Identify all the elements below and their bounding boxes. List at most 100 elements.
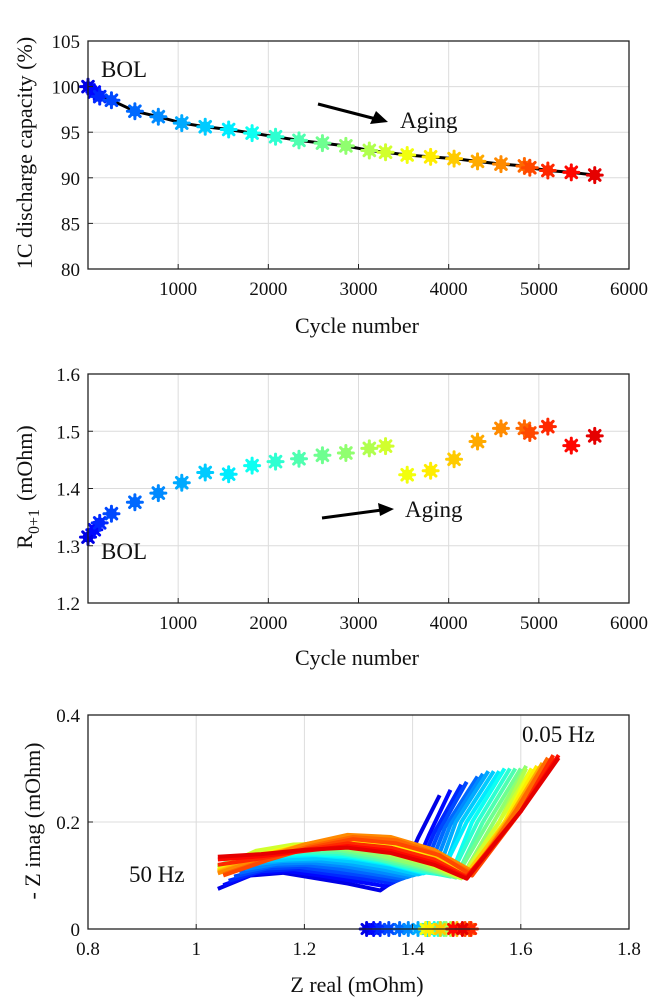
data-point xyxy=(491,419,510,438)
data-point xyxy=(336,136,355,155)
data-point xyxy=(538,417,557,436)
resistance-chart: 1000 2000 3000 4000 5000 60001.21.31.41.51.6 … xyxy=(12,365,648,670)
impedance-spectrum-line xyxy=(217,756,561,881)
marker-core xyxy=(542,165,554,176)
data-point xyxy=(336,444,355,463)
data-point xyxy=(172,114,191,133)
data-point xyxy=(196,463,215,482)
data-point xyxy=(266,127,285,146)
x-tick-label: 5000 xyxy=(520,613,558,634)
x-tick-label: 1000 xyxy=(159,279,197,300)
data-point xyxy=(289,449,308,468)
data-point xyxy=(125,493,144,512)
marker-core xyxy=(363,145,375,156)
marker-core xyxy=(106,94,117,106)
aging-annotation: Aging xyxy=(405,497,463,522)
marker-core xyxy=(448,453,460,465)
marker-core xyxy=(246,460,258,471)
marker-core xyxy=(129,496,141,508)
marker-core xyxy=(94,91,106,103)
marker-core xyxy=(425,151,437,163)
marker-core xyxy=(270,131,281,143)
marker-core xyxy=(380,440,391,452)
marker-core xyxy=(176,117,188,129)
x-tick-label: 5000 xyxy=(520,279,558,300)
x-tick-label: 1.6 xyxy=(509,939,533,960)
x-tick-label: 2000 xyxy=(249,279,287,300)
x-tick-label: 3000 xyxy=(340,279,378,300)
marker-core xyxy=(380,146,391,158)
data-point xyxy=(445,149,464,168)
x-tick-label: 1 xyxy=(191,939,201,960)
x-tick-label: 0.8 xyxy=(76,939,100,960)
x-tick-label: 6000 xyxy=(610,613,648,634)
data-point xyxy=(376,143,395,162)
impedance-spectrum-line xyxy=(228,783,464,885)
bol-annotation: BOL xyxy=(101,57,147,82)
marker-core xyxy=(472,436,483,447)
marker-core xyxy=(94,517,106,529)
data-point xyxy=(102,91,121,110)
marker-core xyxy=(176,477,188,489)
y-tick-label: 1.2 xyxy=(56,594,80,615)
data-point xyxy=(376,437,395,456)
data-point xyxy=(398,146,417,164)
y-tick-label: 0 xyxy=(71,920,81,941)
x-tick-label: 6000 xyxy=(610,279,648,300)
marker-core xyxy=(495,158,507,170)
low-frequency-annotation: 0.05 Hz xyxy=(522,722,595,747)
data-point xyxy=(196,117,215,136)
data-point xyxy=(313,446,332,465)
marker-core xyxy=(152,111,164,123)
marker-core xyxy=(199,467,211,478)
y-tick-label: 1.4 xyxy=(56,480,80,501)
data-point xyxy=(538,161,557,180)
data-point xyxy=(468,152,487,171)
marker-core xyxy=(448,153,460,165)
marker-core xyxy=(223,468,235,480)
y-axis-label: - Z imag (mOhm) xyxy=(20,742,45,899)
data-point xyxy=(149,107,168,126)
x-axis-label: Z real (mOhm) xyxy=(290,972,423,997)
data-point xyxy=(520,158,539,177)
marker-core xyxy=(524,427,536,439)
x-tick-label: 4000 xyxy=(430,613,468,634)
data-point xyxy=(243,124,262,143)
marker-core xyxy=(223,124,235,135)
x-tick-label: 3000 xyxy=(340,613,378,634)
y-axis-label-unit: (mOhm) xyxy=(12,425,37,501)
data-point xyxy=(585,166,604,185)
marker-core xyxy=(293,135,305,146)
x-axis-label: Cycle number xyxy=(295,313,420,338)
marker-core xyxy=(401,469,413,481)
data-point xyxy=(491,155,510,174)
impedance-chart: 0.8 1 1.2 1.4 1.6 1.8 0 0.2 0.4 Z real (mOhm) - … xyxy=(20,706,641,997)
y-tick-label: 105 xyxy=(52,32,81,53)
data-point xyxy=(90,513,109,532)
marker-core xyxy=(589,430,601,442)
data-point xyxy=(585,426,604,445)
capacity-chart: 1000 2000 3000 4000 5000 6000 80 85 90 95 100 105 C… xyxy=(12,32,648,338)
y-axis-label: 1C discharge capacity (%) xyxy=(12,37,37,269)
y-tick-label: 80 xyxy=(61,260,80,281)
data-point xyxy=(243,456,262,475)
x-tick-label: 1000 xyxy=(159,613,197,634)
marker-core xyxy=(524,162,536,174)
x-tick-label: 4000 xyxy=(430,279,468,300)
x-tick-label: 1.4 xyxy=(401,939,425,960)
impedance-spectrum-line xyxy=(233,780,469,883)
y-tick-label: 1.5 xyxy=(56,422,80,443)
svg-text:R0+1(mOhm): R0+1 (mOhm) xyxy=(12,425,43,548)
data-point xyxy=(562,436,581,455)
data-point xyxy=(289,131,308,150)
marker-core xyxy=(293,453,305,465)
data-point xyxy=(219,120,238,139)
data-point xyxy=(468,432,487,451)
data-point xyxy=(266,452,285,471)
data-point xyxy=(172,473,191,492)
data-point xyxy=(149,484,168,503)
data-point xyxy=(360,141,379,160)
marker-core xyxy=(246,127,258,139)
y-tick-label: 95 xyxy=(61,123,80,144)
